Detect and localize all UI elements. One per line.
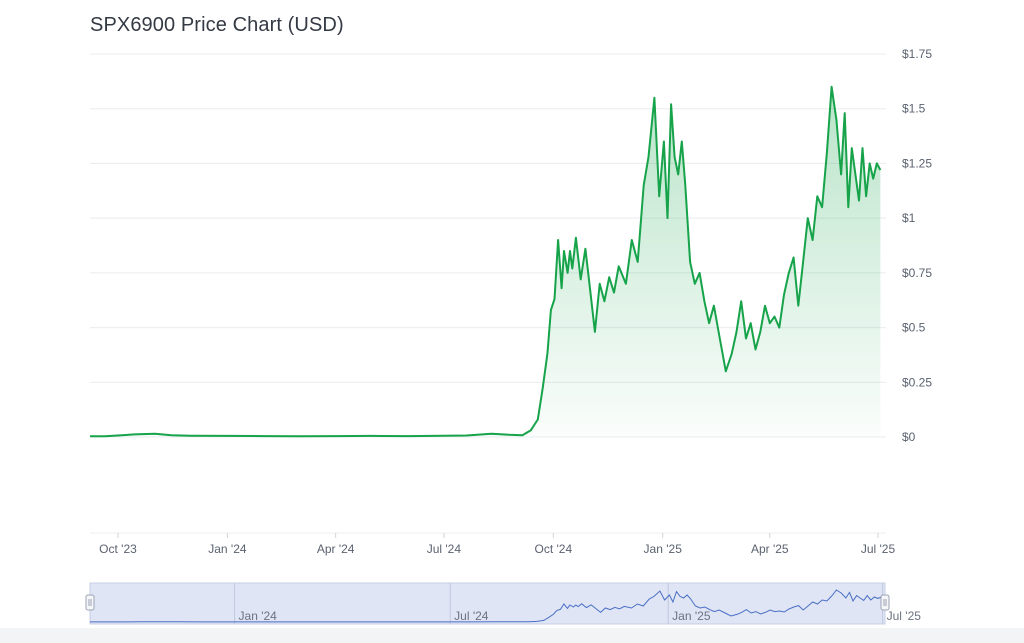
price-area-fill [90,86,881,438]
x-tick-label: Jan '24 [208,542,247,556]
y-tick-label: $0.25 [902,375,932,389]
navigator-tick-label: Jan '25 [672,609,711,623]
x-tick-label: Jul '25 [861,542,896,556]
navigator-tick-label: Jan '24 [239,609,278,623]
y-tick-label: $0.5 [902,321,926,335]
navigator-tick-label: Jul '25 [887,609,922,623]
bottom-strip [0,628,1024,643]
y-tick-label: $1.5 [902,102,926,116]
y-tick-label: $0 [902,430,916,444]
x-tick-label: Jul '24 [427,542,462,556]
y-tick-label: $1.75 [902,47,932,61]
x-tick-label: Jan '25 [644,542,683,556]
navigator-right-handle[interactable] [880,594,890,611]
navigator-left-handle[interactable] [85,594,95,611]
y-axis-ticks: $0 $0.25 $0.5 $0.75 $1 $1.25 $1.5 $1.75 [902,47,932,444]
y-tick-label: $1.25 [902,156,932,170]
x-tick-label: Apr '24 [317,542,355,556]
y-tick-label: $0.75 [902,266,932,280]
navigator-tick-label: Jul '24 [454,609,489,623]
x-tick-label: Apr '25 [751,542,789,556]
x-axis-ticks: Oct '23 Jan '24 Apr '24 Jul '24 Oct '24 Jan '… [99,533,895,556]
chart-title: SPX6900 Price Chart (USD) [90,14,344,36]
navigator[interactable]: Jan '24 Jul '24 Jan '25 Jul '25 [85,582,922,625]
x-tick-label: Oct '24 [534,542,572,556]
navigator-line [90,589,886,623]
price-line[interactable] [90,85,882,438]
grid-lines [90,53,886,534]
price-area [90,85,882,438]
x-tick-label: Oct '23 [99,542,137,556]
y-tick-label: $1 [902,211,916,225]
